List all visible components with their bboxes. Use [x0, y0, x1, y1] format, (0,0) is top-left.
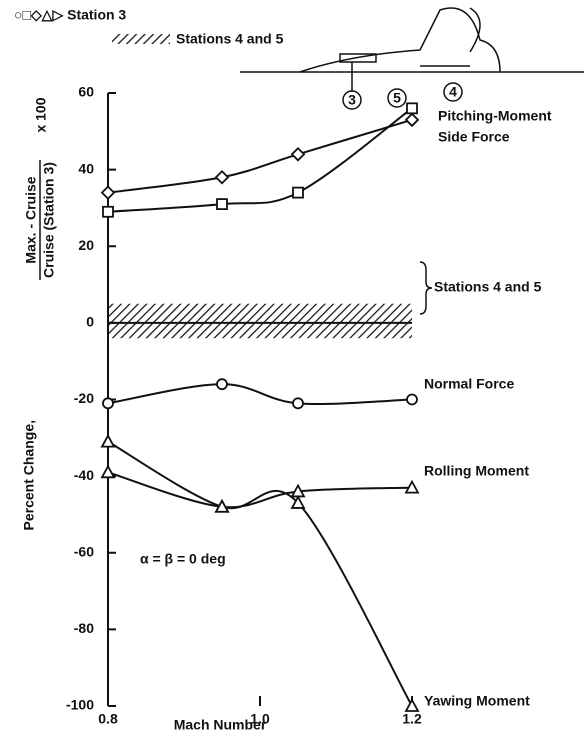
marker	[216, 198, 228, 211]
y-tick-label: 60	[78, 84, 94, 100]
annotation: α = β = 0 deg	[140, 551, 226, 567]
legend-entry: ○□◇△▷ Station 3	[14, 7, 126, 23]
series-line	[107, 383, 413, 405]
series-label: Side Force	[438, 129, 510, 145]
marker	[406, 393, 418, 406]
x-axis-label: Mach Number	[174, 717, 267, 733]
marker	[102, 397, 114, 410]
y-tick-label: -40	[74, 467, 94, 483]
marker	[100, 433, 116, 448]
marker	[214, 170, 230, 185]
y-axis-label: x 100	[33, 97, 49, 132]
x-tick-label: 1.2	[402, 711, 422, 727]
station-label: 5	[393, 90, 401, 106]
series-label: Normal Force	[424, 376, 514, 392]
series-line	[107, 107, 413, 213]
marker	[216, 378, 228, 391]
legend-hatch	[112, 34, 170, 44]
y-tick-label: -80	[74, 620, 94, 636]
series-line	[107, 471, 413, 509]
station-label: 3	[348, 92, 356, 108]
x-tick-label: 0.8	[98, 711, 118, 727]
marker	[102, 205, 114, 218]
y-tick-label: 20	[78, 237, 94, 253]
marker	[100, 464, 116, 479]
y-axis-label: Percent Change,	[21, 420, 37, 530]
legend-entry: Stations 4 and 5	[176, 31, 284, 47]
series-label: Yawing Moment	[424, 693, 530, 709]
marker	[292, 397, 304, 410]
series-line	[107, 440, 413, 707]
y-tick-label: -20	[74, 390, 94, 406]
y-axis-label: Cruise (Station 3)	[41, 162, 57, 278]
y-tick-label: 40	[78, 160, 94, 176]
station-label: 4	[449, 84, 457, 100]
marker	[406, 102, 418, 115]
brace	[419, 261, 433, 315]
aircraft-sketch	[240, 7, 584, 110]
series-label: Pitching-Moment	[438, 108, 552, 124]
marker	[100, 185, 116, 200]
marker	[290, 495, 306, 509]
marker	[214, 498, 230, 513]
band	[108, 303, 412, 339]
series-line	[107, 118, 413, 194]
y-tick-label: 0	[86, 314, 94, 330]
series-label: Rolling Moment	[424, 463, 529, 479]
marker	[404, 112, 420, 128]
y-axis-label: Max. - Cruise	[23, 176, 39, 263]
x-tick-label: 1.0	[250, 711, 270, 727]
marker	[404, 479, 420, 494]
marker	[292, 186, 304, 199]
marker	[404, 698, 420, 712]
y-tick-label: -100	[66, 697, 94, 713]
marker	[290, 147, 306, 162]
y-tick-label: -60	[74, 543, 94, 559]
band-label: Stations 4 and 5	[434, 279, 542, 295]
